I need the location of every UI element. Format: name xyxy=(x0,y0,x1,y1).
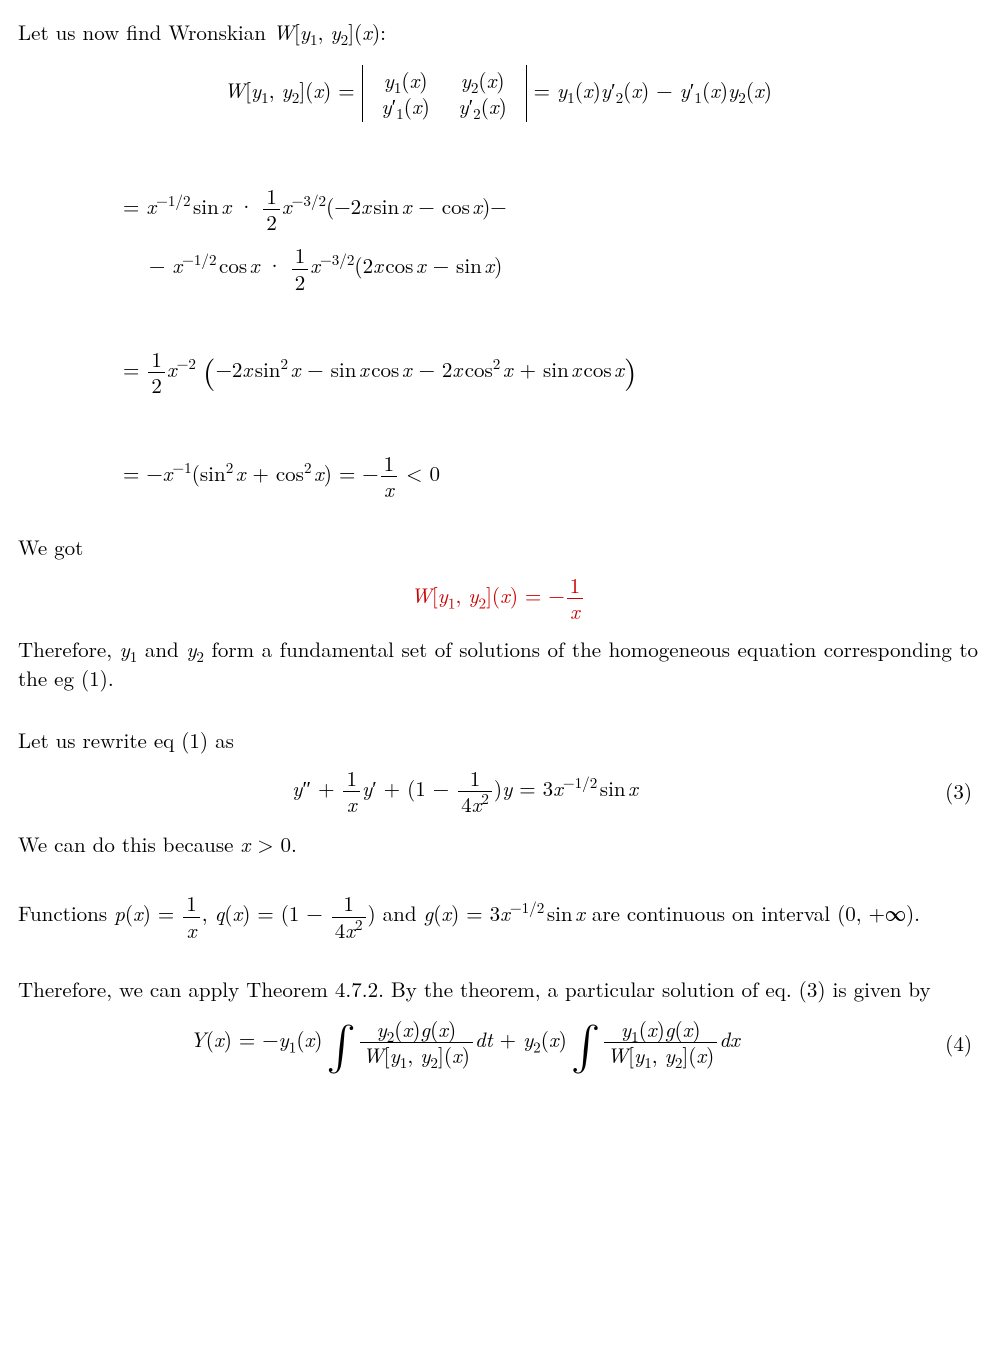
therefore-1: Therefore, y1 and y2 form a fundamental … xyxy=(18,635,978,692)
eq-wronskian-def: W[y1, y2](x) = y1(x) y2(x) y′1(x) y′2(x)… xyxy=(18,65,978,122)
eq-step2: = x−1/2sinx · 12x−3/2(−2xsinx − cosx)− xyxy=(123,185,978,234)
eq-4: Y(x) = −y1(x)∫ y2(x)g(x) W[y1, y2](x) dt… xyxy=(18,1018,978,1067)
intro-text: Let us now find Wronskian xyxy=(18,17,273,47)
eq-step2b: − x−1/2cosx · 12x−3/2(2xcosx − sinx) xyxy=(149,244,978,293)
eq-step3: = 12x−2 (−2xsin2x − sinxcosx − 2xcos2x +… xyxy=(123,348,978,397)
determinant: y1(x) y2(x) y′1(x) y′2(x) xyxy=(362,65,527,122)
functions-line: Functions p(x) = 1x, q(x) = (1 − 14x2) a… xyxy=(18,892,978,941)
eq-result-red: W[y1, y2](x) = −1x xyxy=(18,574,978,623)
because-line: We can do this because x > 0. xyxy=(18,830,978,858)
eq-3: y″ + 1xy′ + (1 − 14x2)y = 3x−1/2sinx (3) xyxy=(18,767,978,816)
wronskian-args: [y1, y2](x) xyxy=(294,17,380,47)
we-got-line: We got xyxy=(18,533,978,561)
wronskian-symbol: W xyxy=(273,17,294,47)
eq-4-tag: (4) xyxy=(912,1029,978,1057)
therefore-2: Therefore, we can apply Theorem 4.7.2. B… xyxy=(18,975,978,1003)
intro-line: Let us now find Wronskian W[y1, y2](x): xyxy=(18,18,978,46)
rewrite-line: Let us rewrite eq (1) as xyxy=(18,726,978,754)
eq-step4: = −x−1(sin2x + cos2x) = −1x < 0 xyxy=(123,452,978,501)
eq-3-tag: (3) xyxy=(912,777,978,805)
